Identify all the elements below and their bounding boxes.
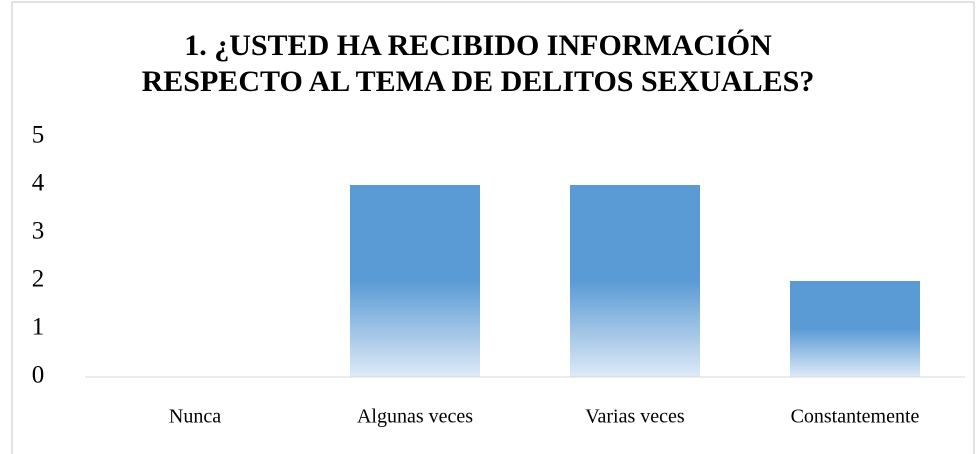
bar	[350, 185, 480, 377]
y-tick-label: 0	[32, 362, 45, 389]
x-tick-label: Constantemente	[791, 406, 920, 428]
chart-frame	[11, 1, 975, 454]
y-tick-label: 4	[32, 170, 45, 197]
bar	[570, 185, 700, 377]
y-tick-label: 5	[32, 122, 45, 149]
x-tick-label: Algunas veces	[357, 406, 473, 428]
y-tick-label: 3	[32, 218, 45, 245]
x-tick-label: Varias veces	[585, 406, 685, 428]
x-tick-label: Nunca	[169, 406, 221, 428]
y-tick-label: 2	[32, 266, 45, 293]
chart-title: 1. ¿USTED HA RECIBIDO INFORMACIÓN RESPEC…	[141, 29, 815, 98]
bar	[790, 281, 920, 377]
y-tick-label: 1	[32, 314, 45, 341]
